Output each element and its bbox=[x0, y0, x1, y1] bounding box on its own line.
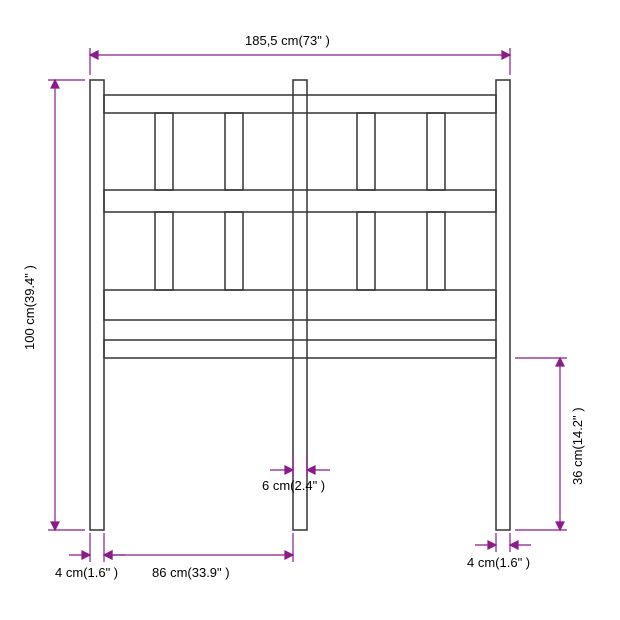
dim-total-height: 100 cm(39.4" ) bbox=[22, 265, 37, 350]
dim-right-depth: 4 cm(1.6" ) bbox=[467, 555, 530, 570]
dim-panel-width: 86 cm(33.9" ) bbox=[152, 565, 230, 580]
dim-leg-height: 36 cm(14.2" ) bbox=[570, 407, 585, 485]
dim-left-depth: 4 cm(1.6" ) bbox=[55, 565, 118, 580]
dim-center-post: 6 cm(2.4" ) bbox=[262, 478, 325, 493]
dim-total-width: 185,5 cm(73" ) bbox=[245, 33, 330, 48]
